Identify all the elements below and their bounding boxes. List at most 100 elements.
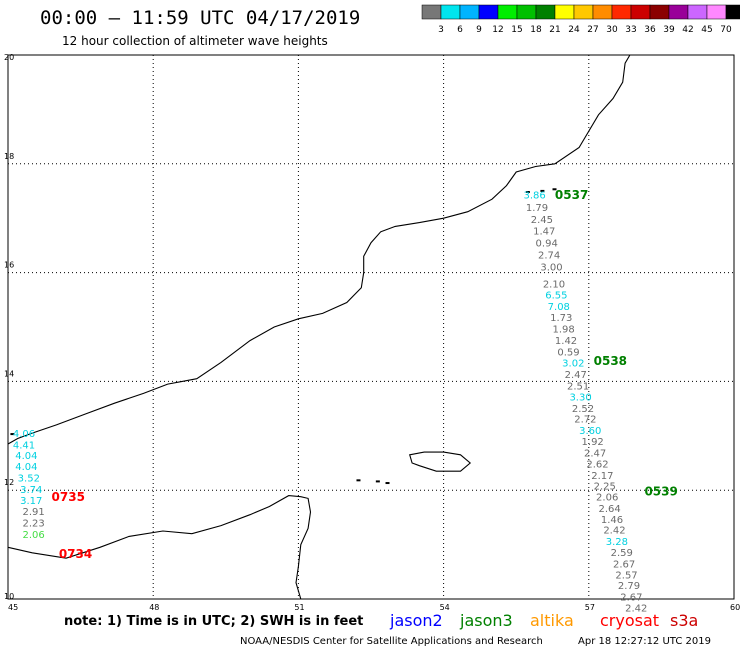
jason3-wave-height: 2.62 [586,459,608,470]
jason3-wave-height: 3.28 [606,537,628,548]
satellite-name: cryosat [600,611,659,630]
legend-label: 21 [549,25,560,35]
legend-swatch [478,4,499,20]
cryosat-wave-height: 3.52 [18,473,40,484]
jason3-wave-height: 1.73 [550,313,572,324]
cryosat-wave-height: 3.74 [20,485,42,496]
cryosat-wave-height: 2.91 [23,507,45,518]
jason3-wave-height: 2.64 [598,504,620,515]
legend-swatch [649,4,670,20]
legend-label: 18 [530,25,542,35]
jason3-wave-height: 1.79 [526,203,548,214]
pass-time-label: 0734 [59,547,92,561]
legend-label: 9 [476,25,482,35]
lon-tick-label: 45 [8,603,18,612]
jason3-wave-height: 2.57 [615,570,637,581]
legend-swatch [611,4,632,20]
legend-swatch [668,4,689,20]
legend-label: 70 [720,25,732,35]
islet [385,482,390,485]
jason3-wave-height: 2.72 [574,415,596,426]
cryosat-wave-height: 4.41 [13,440,35,451]
islet [525,191,530,193]
legend-label: 36 [644,25,656,35]
jason3-wave-height: 3.60 [579,426,601,437]
legend-swatch [554,4,575,20]
jason3-wave-height: 2.51 [567,382,589,393]
legend-label: 27 [587,25,598,35]
islet [552,188,557,191]
legend-label: 30 [606,25,618,35]
legend-label: 6 [457,25,463,35]
jason3-wave-height: 2.42 [603,526,625,537]
satellite-name: jason3 [459,611,513,630]
legend-swatch [687,4,708,20]
legend-swatch [440,4,461,20]
legend-swatch [459,4,480,20]
lat-tick-label: 18 [4,152,14,161]
cryosat-wave-height: 2.06 [23,530,45,541]
jason3-wave-height: 2.52 [572,404,594,415]
lat-tick-label: 20 [4,53,14,62]
islet [375,480,380,483]
islet [356,479,361,482]
jason3-wave-height: 2.42 [625,604,647,615]
cryosat-wave-height: 4.04 [15,451,37,462]
lat-tick-label: 12 [4,478,14,487]
jason3-wave-height: 2.67 [620,593,642,604]
pass-time-label: 0539 [644,485,677,499]
legend-swatch [497,4,518,20]
jason3-wave-height: 1.46 [601,515,623,526]
footer-timestamp: Apr 18 12:27:12 UTC 2019 [578,636,711,647]
satellite-name: s3a [670,611,698,630]
jason3-wave-height: 2.25 [594,482,616,493]
coastline [7,54,631,600]
islet [540,189,545,192]
legend-swatch [516,4,537,20]
map-frame [7,54,735,600]
jason3-wave-height: 1.98 [553,324,575,335]
jason3-wave-height: 2.10 [543,279,565,290]
satellite-name: jason2 [389,611,443,630]
jason3-wave-height: 3.02 [562,359,584,370]
legend-swatch [706,4,727,20]
lon-tick-label: 51 [294,603,304,612]
jason3-wave-height: 1.47 [533,227,555,238]
axis-ticks: 45 48 51 54 57 60 20 18 16 14 12 10 [4,53,740,612]
legend-swatch [535,4,556,20]
cryosat-wave-height: 3.17 [20,496,42,507]
jason3-wave-height: 2.45 [531,215,553,226]
cryosat-wave-height: 4.06 [13,429,35,440]
lon-tick-label: 54 [440,603,450,612]
jason3-wave-height: 1.92 [582,437,604,448]
jason3-wave-height: 0.94 [536,238,558,249]
jason3-wave-height: 7.08 [548,302,570,313]
lon-tick-label: 60 [730,603,740,612]
islet [10,433,15,436]
jason3-wave-height: 2.47 [584,448,606,459]
legend-label: 33 [625,25,636,35]
jason3-wave-height: 2.59 [611,548,633,559]
somalia-coastline [7,495,312,600]
socotra-island [409,451,472,472]
footer-note: note: 1) Time is in UTC; 2) SWH is in fe… [64,614,363,629]
lon-tick-label: 48 [149,603,159,612]
jason3-wave-height: 2.17 [591,471,613,482]
legend-label: 15 [511,25,522,35]
jason3-wave-height: 2.06 [596,493,618,504]
jason3-wave-height: 6.55 [545,291,567,302]
legend-swatch [421,4,442,20]
jason3-wave-height: 0.59 [557,347,579,358]
pass-time-label: 0538 [594,354,627,368]
map-title: 00:00 – 11:59 UTC 04/17/2019 [40,7,360,29]
footer-credit: NOAA/NESDIS Center for Satellite Applica… [240,636,543,647]
lat-tick-label: 16 [4,261,14,270]
legend-label: 3 [438,25,444,35]
legend-label: 12 [492,25,503,35]
pass-time-label: 0735 [52,490,85,504]
cryosat-wave-height: 2.23 [23,519,45,530]
jason3-wave-height: 3.00 [540,262,562,273]
lat-lon-grid [8,55,734,599]
